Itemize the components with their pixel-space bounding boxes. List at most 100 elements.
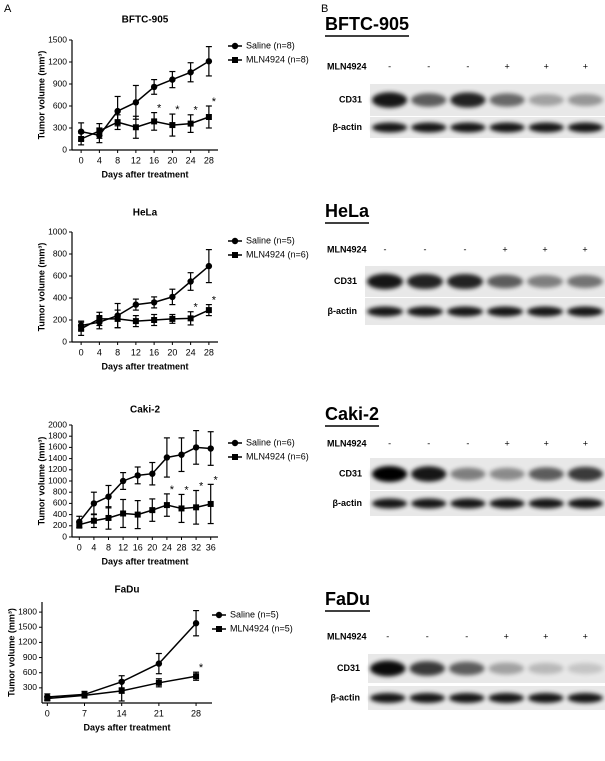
blot-band — [567, 275, 603, 288]
data-point — [81, 692, 88, 699]
chart-title: Caki-2 — [130, 405, 160, 416]
blot-band — [527, 662, 564, 675]
data-point — [96, 127, 103, 134]
blot-band — [371, 122, 408, 133]
significance-mark: * — [199, 480, 204, 492]
x-tick-label: 28 — [204, 347, 214, 357]
y-tick-label: 0 — [62, 336, 67, 346]
y-tick-label: 1200 — [48, 56, 67, 66]
y-axis-label: Tumor volume (mm³) — [6, 608, 16, 697]
lane-sign: - — [386, 631, 389, 641]
blot-band — [450, 92, 486, 108]
blot-title: HeLa — [325, 201, 370, 221]
x-tick-label: 0 — [79, 155, 84, 165]
blot-title: BFTC-905 — [325, 14, 409, 34]
y-tick-label: 400 — [53, 509, 67, 519]
blot-band — [489, 498, 525, 509]
lane-sign: + — [583, 631, 588, 641]
lane-sign: + — [583, 438, 588, 448]
series-line — [80, 60, 210, 137]
data-point — [78, 325, 85, 332]
blot-band — [488, 662, 525, 675]
blot-band — [448, 693, 485, 703]
blot-band — [407, 273, 443, 290]
series-line — [78, 446, 211, 523]
x-tick-label: 28 — [176, 542, 186, 552]
y-tick-label: 2000 — [48, 419, 67, 429]
x-tick-label: 4 — [97, 155, 102, 165]
blot-band — [567, 663, 604, 674]
x-tick-label: 12 — [118, 542, 128, 552]
x-tick-label: 8 — [115, 347, 120, 357]
data-point — [163, 454, 171, 461]
y-tick-label: 900 — [23, 652, 37, 662]
significance-mark: * — [212, 295, 217, 307]
row-label: CD31 — [337, 663, 360, 673]
lane-sign: - — [388, 438, 391, 448]
y-tick-label: 800 — [53, 486, 67, 496]
legend-marker — [216, 626, 222, 632]
y-tick-label: 900 — [53, 78, 67, 88]
legend-marker — [232, 454, 238, 460]
row-label: CD31 — [334, 276, 357, 286]
legend-label: Saline (n=6) — [246, 437, 295, 447]
row-label: β-actin — [328, 306, 358, 316]
legend-marker — [231, 237, 239, 245]
blot-strip — [365, 266, 605, 297]
data-point — [76, 521, 83, 528]
x-tick-label: 4 — [97, 347, 102, 357]
y-tick-label: 1500 — [18, 622, 37, 632]
data-point — [132, 318, 139, 325]
x-tick-label: 4 — [91, 542, 96, 552]
blot-strip — [370, 117, 605, 138]
x-tick-label: 16 — [133, 542, 143, 552]
x-tick-label: 28 — [191, 708, 201, 718]
x-tick-label: 20 — [167, 347, 177, 357]
data-point — [150, 299, 158, 306]
lane-sign: - — [427, 61, 430, 71]
treatment-label: MLN4924 — [327, 438, 367, 448]
lane-sign: + — [542, 244, 547, 254]
legend-marker — [232, 57, 238, 63]
data-point — [114, 315, 121, 322]
lane-sign: - — [424, 244, 427, 254]
blot-strip — [370, 491, 605, 516]
row-label: β-actin — [331, 692, 361, 702]
lane-sign: - — [427, 438, 430, 448]
blot-band — [487, 306, 523, 317]
y-tick-label: 600 — [53, 498, 67, 508]
blot-band — [450, 467, 486, 481]
x-tick-label: 12 — [131, 155, 141, 165]
lane-sign: + — [582, 244, 587, 254]
data-point — [155, 660, 163, 667]
y-tick-label: 0 — [62, 531, 67, 541]
data-point — [193, 673, 200, 680]
legend-label: MLN4924 (n=8) — [246, 54, 309, 64]
treatment-label: MLN4924 — [327, 244, 367, 254]
x-tick-label: 16 — [149, 347, 159, 357]
x-tick-label: 20 — [167, 155, 177, 165]
x-axis-label: Days after treatment — [83, 722, 170, 732]
data-point — [134, 511, 141, 518]
blot-band — [450, 122, 486, 133]
data-point — [192, 620, 200, 627]
y-tick-label: 300 — [23, 682, 37, 692]
blot-band — [447, 273, 483, 290]
legend-label: MLN4924 (n=6) — [246, 249, 309, 259]
data-point — [149, 507, 156, 514]
data-point — [134, 472, 141, 479]
blot-band — [448, 661, 485, 676]
blot-strip — [370, 458, 605, 490]
series-line — [80, 309, 210, 330]
y-tick-label: 1200 — [48, 464, 67, 474]
significance-mark: * — [175, 104, 180, 116]
y-tick-label: 600 — [53, 270, 67, 280]
y-tick-label: 1500 — [48, 34, 67, 44]
y-axis-label: Tumor volume (mm³) — [36, 243, 46, 332]
lane-sign: - — [465, 631, 468, 641]
data-point — [169, 76, 176, 83]
y-tick-label: 200 — [53, 520, 67, 530]
x-axis-label: Days after treatment — [101, 361, 188, 371]
data-point — [178, 505, 185, 512]
